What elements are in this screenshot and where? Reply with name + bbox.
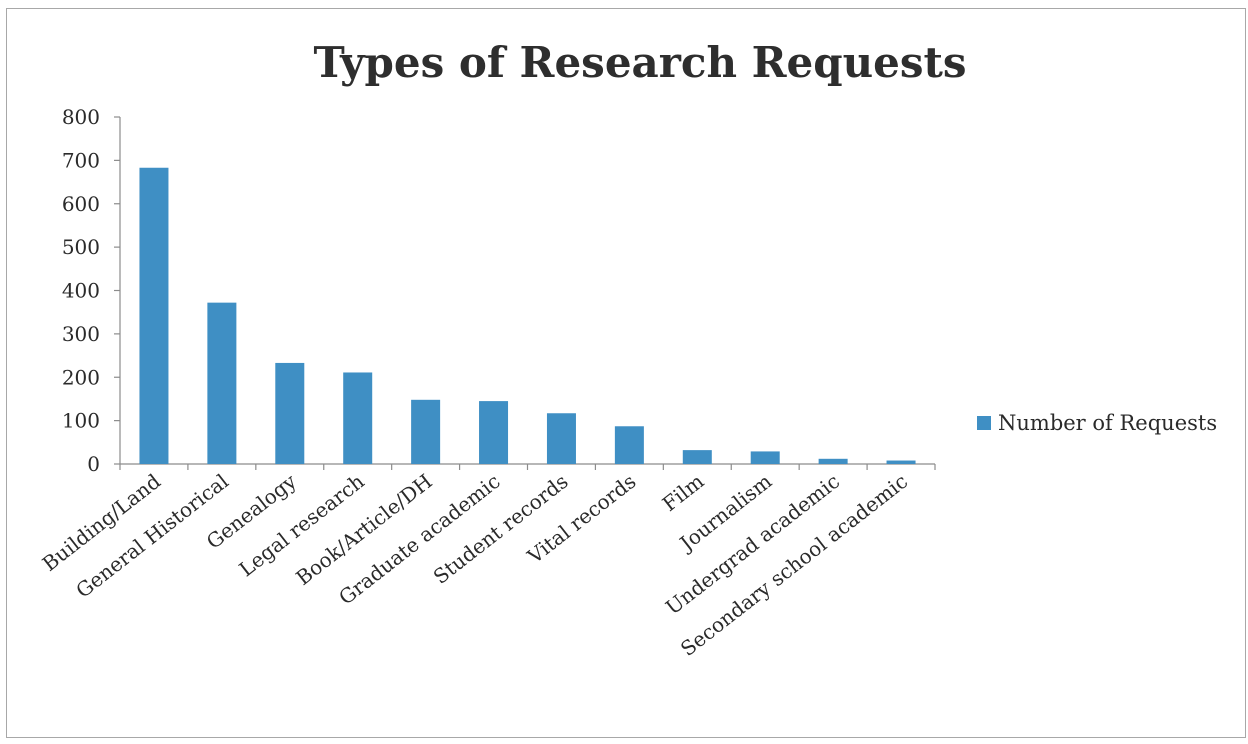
bar	[546, 413, 576, 464]
bar	[275, 362, 305, 464]
y-tick-label: 800	[62, 105, 100, 129]
y-tick-label: 500	[62, 235, 100, 259]
y-tick-label: 400	[62, 279, 100, 303]
bar	[818, 458, 848, 464]
bars	[139, 167, 916, 464]
legend-swatch	[977, 416, 991, 430]
y-tick-label: 700	[62, 148, 100, 172]
y-tick-label: 200	[62, 365, 100, 389]
x-tick-label: Film	[658, 469, 709, 516]
legend-label: Number of Requests	[998, 411, 1217, 435]
x-axis	[119, 463, 936, 470]
y-tick-label: 600	[62, 192, 100, 216]
bar	[139, 167, 169, 464]
bar	[682, 450, 712, 464]
legend: Number of Requests	[977, 411, 1217, 435]
y-tick-label: 300	[62, 322, 100, 346]
y-tick-label: 100	[62, 409, 100, 433]
bar	[886, 460, 916, 464]
bar	[479, 401, 509, 464]
chart-title: Types of Research Requests	[313, 38, 966, 87]
bar	[343, 372, 373, 464]
bar	[750, 451, 780, 464]
bar	[614, 426, 644, 464]
bar	[411, 399, 441, 464]
y-tick-label: 0	[87, 452, 100, 476]
bar	[207, 302, 237, 464]
y-axis: 0 100 200 300 400 500 600 700 800	[62, 105, 121, 476]
